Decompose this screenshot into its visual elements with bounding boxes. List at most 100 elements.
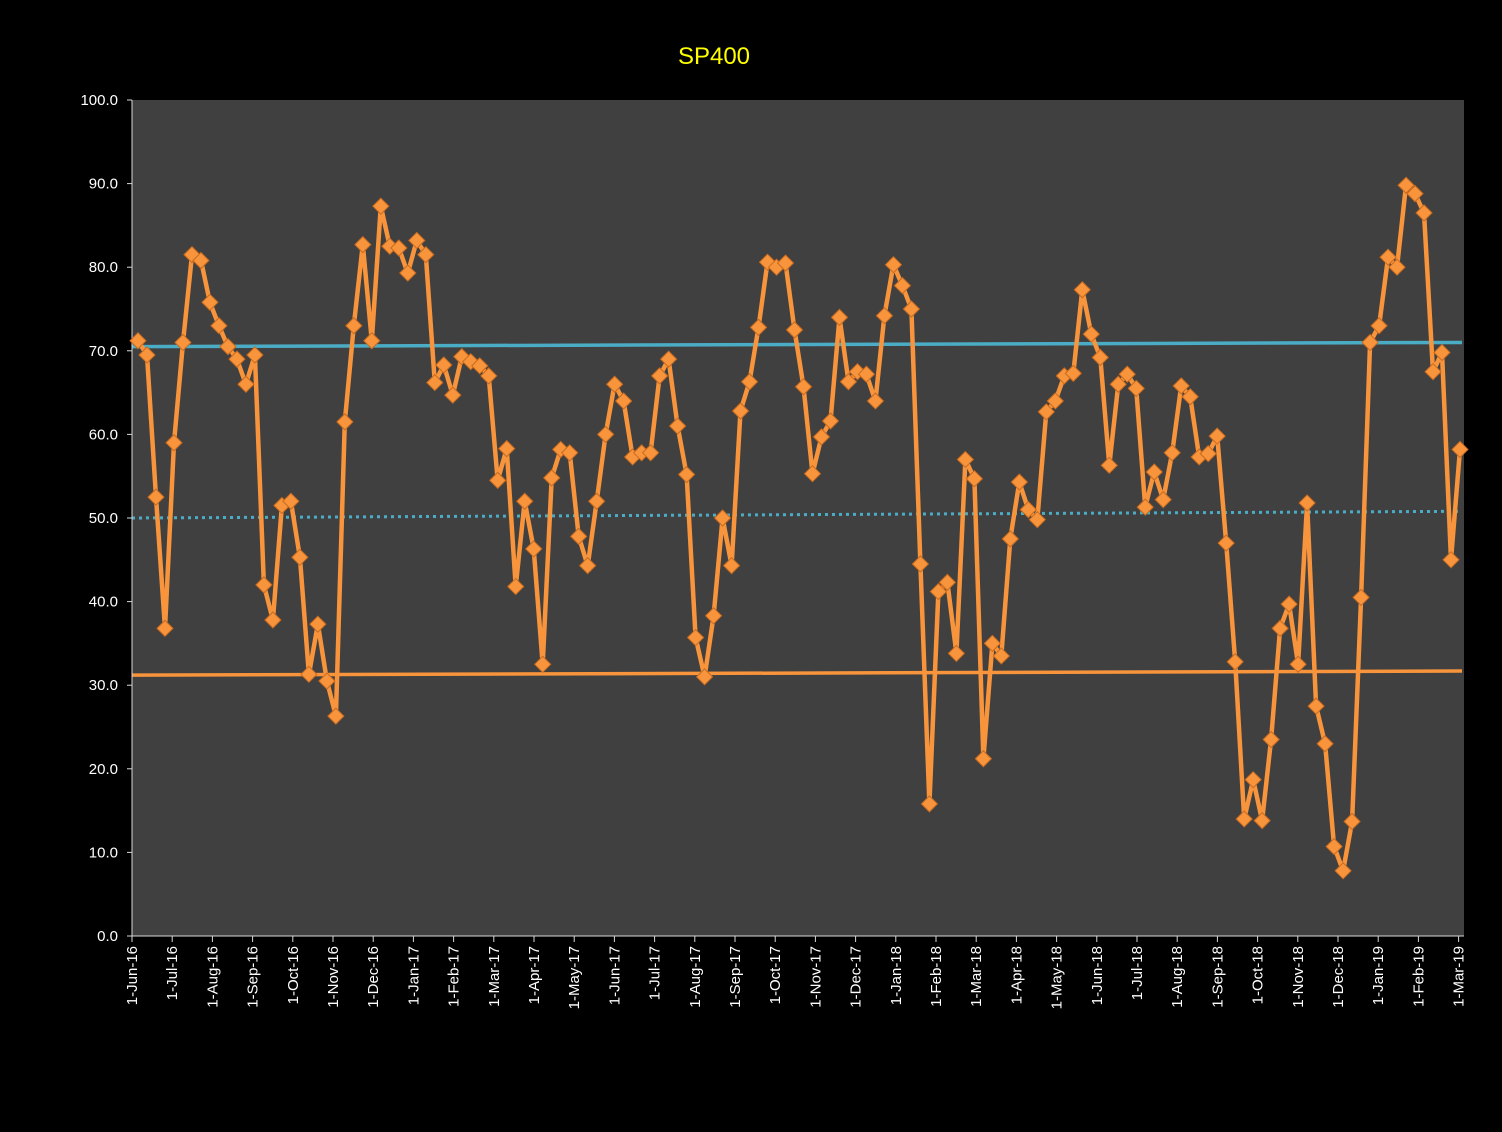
data-point — [1073, 281, 1091, 299]
data-point — [444, 386, 462, 404]
data-point — [1406, 184, 1424, 203]
data-point — [192, 251, 210, 270]
x-tick-label: 1-Oct-17 — [767, 946, 784, 1004]
data-point — [174, 333, 192, 352]
data-point — [1253, 811, 1271, 830]
y-tick-label: 60.0 — [89, 426, 118, 443]
data-point — [704, 607, 723, 625]
data-point — [812, 428, 831, 446]
data-point — [1262, 730, 1280, 749]
x-tick-label: 1-Feb-18 — [928, 946, 945, 1007]
data-point — [1271, 619, 1289, 638]
data-point — [1442, 551, 1460, 569]
data-point — [426, 373, 444, 392]
x-tick-label: 1-Aug-16 — [204, 946, 221, 1008]
data-point — [821, 412, 840, 430]
data-point — [1127, 379, 1145, 398]
data-point — [390, 239, 408, 257]
y-tick-label: 80.0 — [89, 259, 118, 276]
data-point — [1019, 500, 1038, 519]
data-point — [1136, 498, 1154, 516]
data-point — [399, 264, 417, 282]
data-point — [156, 619, 174, 638]
x-tick-label: 1-Jul-17 — [647, 946, 664, 1000]
data-point — [138, 346, 156, 364]
x-tick-label: 1-Jan-19 — [1370, 946, 1387, 1005]
y-tick-label: 50.0 — [89, 510, 118, 527]
x-tick-label: 1-Jun-17 — [606, 946, 623, 1005]
data-point — [641, 444, 660, 462]
data-point — [417, 245, 435, 264]
data-point — [1334, 862, 1352, 880]
x-tick-label: 1-Apr-17 — [526, 946, 543, 1004]
data-point — [569, 527, 588, 546]
data-point — [1451, 440, 1469, 459]
data-point — [246, 346, 264, 364]
data-point — [1181, 388, 1199, 406]
data-point — [749, 318, 768, 337]
x-tick-label: 1-Sep-18 — [1209, 946, 1226, 1008]
data-point — [363, 332, 381, 350]
data-point — [524, 540, 543, 558]
data-point — [722, 556, 741, 575]
y-tick-label: 10.0 — [89, 844, 118, 861]
data-point — [1145, 463, 1163, 481]
data-point — [1298, 494, 1316, 512]
x-tick-label: 1-Jan-18 — [888, 946, 905, 1005]
data-point — [354, 235, 372, 254]
data-point — [1235, 810, 1253, 828]
data-point — [992, 647, 1011, 665]
data-point — [857, 365, 876, 383]
data-point — [435, 356, 453, 374]
x-tick-label: 1-Nov-17 — [807, 946, 824, 1008]
data-point — [875, 306, 894, 325]
data-point — [686, 628, 705, 647]
data-point — [542, 469, 561, 487]
data-point — [830, 308, 849, 327]
data-point — [947, 644, 966, 663]
data-point — [201, 293, 219, 312]
data-point — [1379, 248, 1397, 266]
data-point — [1307, 697, 1325, 715]
x-tick-label: 1-Feb-19 — [1410, 946, 1427, 1007]
data-point — [1172, 377, 1190, 395]
data-point — [1415, 204, 1433, 222]
x-tick-label: 1-Jul-16 — [164, 946, 181, 1000]
data-point — [578, 556, 597, 575]
data-point — [803, 464, 822, 483]
data-point — [165, 434, 183, 452]
data-point — [794, 378, 813, 396]
x-tick-label: 1-Dec-18 — [1330, 946, 1347, 1008]
data-point — [1109, 375, 1127, 393]
data-point — [1028, 510, 1047, 529]
data-point — [866, 392, 885, 410]
data-point — [983, 634, 1002, 653]
data-point — [1037, 403, 1056, 421]
y-tick-label: 100.0 — [80, 92, 118, 109]
data-point — [1001, 530, 1020, 548]
data-point — [1091, 348, 1109, 367]
data-point — [1163, 444, 1181, 462]
data-point — [1370, 317, 1388, 335]
data-point — [713, 509, 732, 527]
data-point — [695, 668, 714, 686]
data-point — [758, 253, 777, 271]
y-tick-label: 30.0 — [89, 677, 118, 694]
data-point — [848, 362, 867, 381]
chart-title: SP400 — [678, 43, 750, 70]
data-point — [1118, 365, 1136, 383]
data-point — [480, 367, 498, 385]
data-point — [938, 573, 957, 592]
data-point — [210, 317, 228, 335]
x-tick-label: 1-Mar-17 — [486, 946, 503, 1007]
data-point — [489, 471, 507, 490]
x-tick-label: 1-Jun-18 — [1089, 946, 1106, 1005]
data-point — [1289, 655, 1307, 674]
data-point — [920, 795, 939, 813]
data-point — [1316, 735, 1334, 753]
data-point — [902, 300, 921, 318]
data-point — [1208, 427, 1226, 445]
x-tick-label: 1-Aug-17 — [687, 946, 704, 1008]
y-tick-label: 0.0 — [97, 928, 118, 945]
